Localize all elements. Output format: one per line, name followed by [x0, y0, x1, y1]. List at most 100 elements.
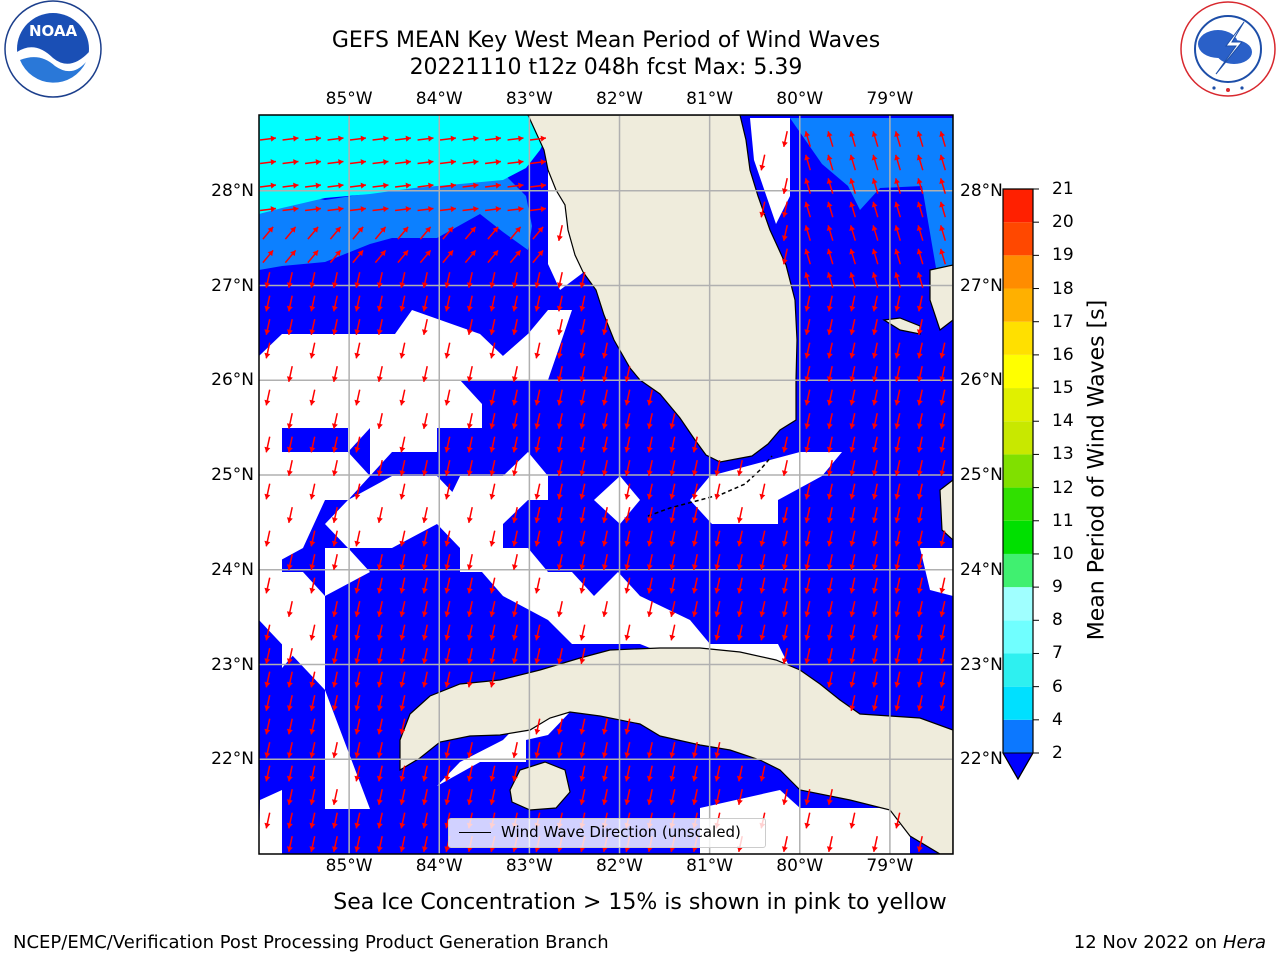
arrow-head [399, 611, 406, 617]
arrow-head [399, 705, 406, 711]
arrow-head [916, 470, 923, 476]
arrow-head [290, 250, 296, 257]
arrow-head [354, 822, 361, 829]
wave-direction-arrow [669, 436, 676, 453]
wave-direction-arrow [804, 319, 811, 335]
arrow-head [849, 446, 856, 453]
wave-direction-arrow [286, 789, 293, 805]
wave-direction-arrow [849, 319, 856, 335]
wave-direction-arrow [826, 178, 834, 194]
wave-direction-arrow [669, 460, 676, 476]
wave-direction-arrow [759, 577, 766, 594]
arrow-head [331, 752, 338, 758]
wave-direction-arrow [601, 366, 608, 382]
wave-direction-arrow [309, 671, 316, 688]
arrow-head [939, 352, 946, 359]
wave-direction-arrow [804, 178, 812, 194]
arrow-head [736, 470, 743, 476]
arrow-head [534, 634, 541, 641]
arrow-head [849, 154, 856, 161]
masked-region [690, 452, 842, 524]
arrow-head [781, 611, 788, 617]
coastline-land [399, 115, 953, 854]
arrow-head [466, 587, 473, 594]
wave-direction-arrow [354, 436, 361, 453]
wave-direction-arrow [691, 789, 698, 805]
arrow-head [939, 423, 946, 429]
wave-direction-arrow [579, 530, 586, 547]
arrow-head [601, 352, 608, 359]
wave-direction-arrow [871, 248, 879, 265]
arrow-head [871, 225, 878, 231]
arrow-head [871, 131, 878, 137]
arrow-head [489, 681, 496, 688]
wave-direction-arrow [849, 342, 856, 359]
lon-tick-label-bottom: 80°W [776, 856, 824, 876]
wave-direction-arrow [669, 507, 676, 523]
arrow-head [264, 705, 271, 711]
wave-direction-arrow [489, 436, 496, 453]
wave-direction-arrow [511, 366, 518, 382]
arrow-head [894, 705, 901, 711]
arrow-head [399, 658, 406, 664]
wave-direction-arrow [331, 272, 338, 288]
wave-direction-arrow [781, 178, 788, 194]
wave-direction-arrow [354, 389, 361, 406]
wave-direction-arrow [579, 624, 586, 641]
wave-direction-arrow [421, 272, 428, 288]
arrow-head [894, 681, 901, 688]
arrow-head [466, 282, 473, 288]
arrow-head [579, 587, 586, 594]
arrow-head [511, 399, 518, 406]
arrow-head [376, 329, 383, 335]
wave-direction-arrow [556, 389, 563, 406]
arrow-head [489, 329, 496, 335]
arrow-head [736, 634, 743, 641]
wave-direction-arrow [826, 789, 833, 805]
wave-direction-arrow [309, 718, 316, 735]
arrow-head [939, 446, 946, 453]
wave-direction-arrow [489, 765, 496, 782]
arrow-head [556, 305, 563, 312]
wave-direction-arrow [849, 530, 856, 547]
arrow-head [354, 634, 361, 641]
arrow-head [331, 423, 338, 429]
wave-direction-arrow [624, 483, 631, 500]
wave-direction-arrow [282, 182, 299, 189]
arrow-head [714, 564, 721, 570]
arrow-head [691, 540, 698, 547]
wave-direction-arrow [444, 671, 451, 688]
wave-direction-arrow [939, 342, 946, 359]
lon-tick-label-bottom: 83°W [505, 856, 553, 876]
wave-direction-arrow [871, 577, 878, 594]
wave-direction-arrow [714, 530, 721, 547]
wave-direction-arrow [307, 226, 319, 240]
colorbar-tick-label: 17 [1052, 311, 1074, 332]
wave-direction-arrow [509, 226, 522, 240]
wave-direction-arrow [916, 671, 923, 688]
arrow-head [399, 799, 406, 805]
wave-direction-arrow [286, 765, 293, 782]
arrow-head [360, 135, 366, 142]
colorbar-segment [1003, 487, 1033, 521]
wave-direction-arrow [489, 272, 496, 288]
wave-direction-arrow [849, 248, 857, 265]
arrow-head [450, 135, 456, 142]
wave-direction-arrow [624, 765, 631, 782]
arrow-head [267, 250, 274, 257]
wave-direction-arrow [646, 507, 653, 523]
wave-direction-arrow [916, 460, 923, 476]
arrow-head [331, 470, 338, 476]
wave-direction-arrow [826, 131, 834, 147]
wave-direction-arrow [444, 601, 451, 617]
wave-direction-arrow [826, 577, 833, 594]
arrow-head [489, 611, 496, 617]
wave-direction-arrow [916, 577, 923, 594]
arrow-head [826, 493, 833, 500]
wave-direction-arrow [352, 249, 364, 264]
wave-direction-arrow [849, 624, 856, 641]
wave-direction-arrow [736, 554, 743, 570]
island-land [939, 479, 953, 541]
arrow-head [511, 517, 518, 523]
arrow-head [871, 846, 878, 852]
